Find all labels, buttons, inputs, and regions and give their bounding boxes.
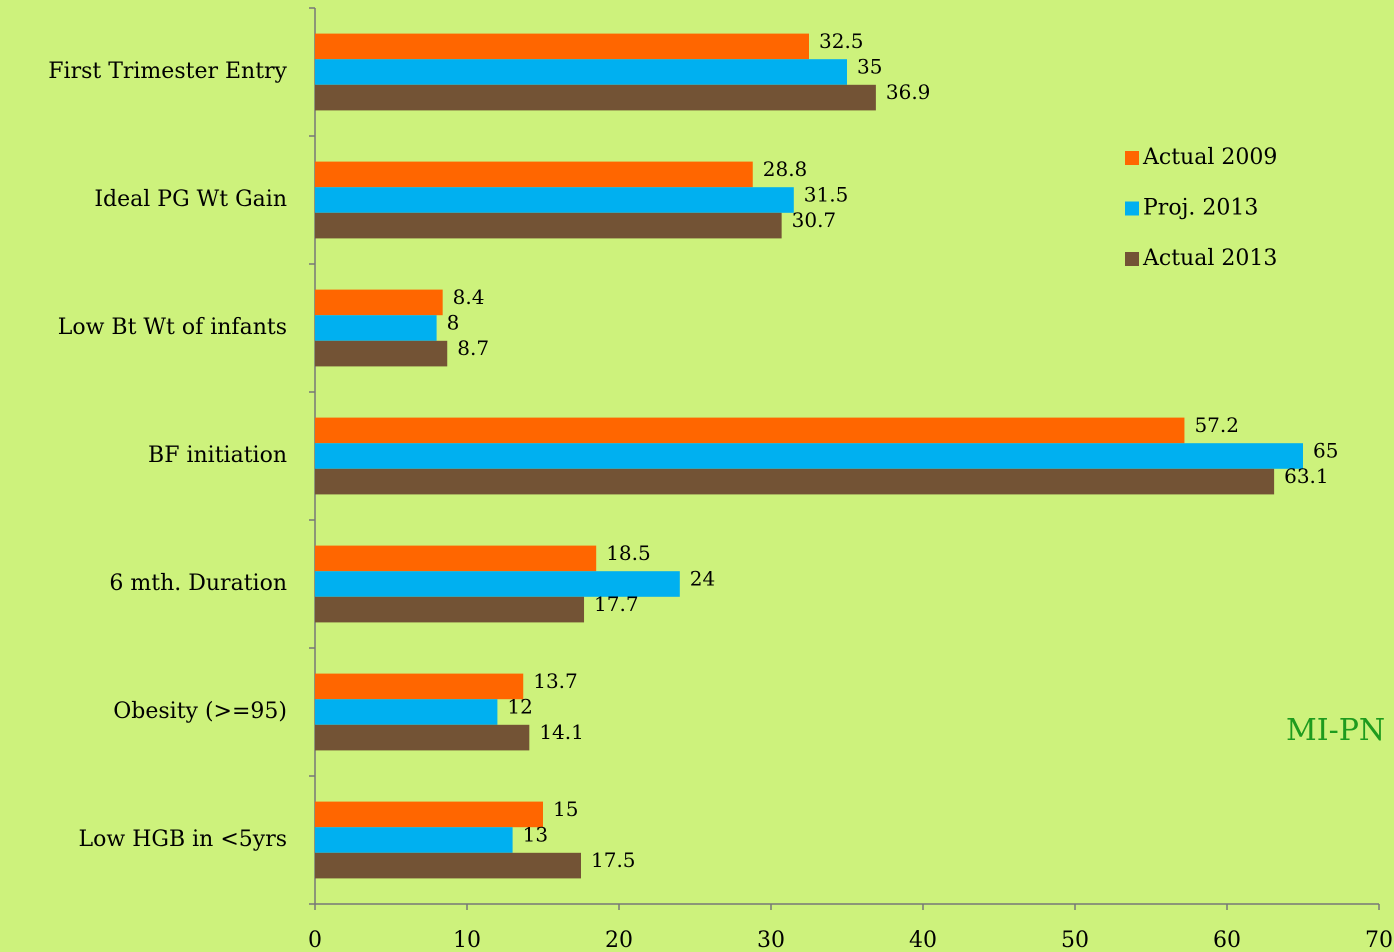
bar bbox=[315, 724, 530, 751]
bar bbox=[315, 315, 437, 341]
value-label: 32.5 bbox=[819, 29, 864, 53]
value-label: 36.9 bbox=[886, 80, 931, 104]
value-label: 30.7 bbox=[792, 208, 837, 232]
x-tick-label: 50 bbox=[1061, 928, 1089, 952]
legend-label: Actual 2013 bbox=[1142, 246, 1277, 271]
value-label: 13 bbox=[523, 823, 548, 847]
bar bbox=[315, 59, 847, 85]
legend-swatch bbox=[1125, 201, 1139, 216]
category-label: First Trimester Entry bbox=[48, 59, 287, 84]
category-label: BF initiation bbox=[148, 443, 287, 468]
bar bbox=[315, 417, 1185, 444]
bar bbox=[315, 289, 443, 316]
annotation: MI-PN bbox=[1286, 713, 1385, 748]
bar bbox=[315, 596, 585, 623]
legend-swatch bbox=[1125, 252, 1139, 266]
bar bbox=[315, 801, 543, 828]
value-label: 14.1 bbox=[539, 720, 584, 744]
value-label: 13.7 bbox=[533, 669, 578, 693]
value-label: 57.2 bbox=[1194, 413, 1239, 437]
bar bbox=[315, 161, 753, 188]
bar bbox=[315, 443, 1303, 469]
x-tick-label: 70 bbox=[1365, 928, 1393, 952]
bar bbox=[315, 852, 581, 879]
category-label: Obesity (>=95) bbox=[113, 699, 287, 724]
legend-label: Actual 2009 bbox=[1142, 145, 1277, 170]
legend-label: Proj. 2013 bbox=[1143, 196, 1258, 221]
value-label: 35 bbox=[857, 55, 882, 79]
category-label: Low HGB in <5yrs bbox=[79, 827, 287, 852]
value-label: 17.5 bbox=[591, 848, 636, 872]
value-label: 24 bbox=[690, 567, 715, 591]
category-label: Low Bt Wt of infants bbox=[58, 315, 287, 340]
bar bbox=[315, 827, 513, 853]
x-tick-label: 40 bbox=[909, 928, 937, 952]
x-tick-label: 20 bbox=[605, 928, 633, 952]
bar bbox=[315, 699, 498, 725]
bar bbox=[315, 212, 782, 239]
value-label: 8.7 bbox=[457, 336, 489, 360]
legend-swatch bbox=[1125, 151, 1139, 165]
value-label: 28.8 bbox=[763, 157, 808, 181]
category-label: Ideal PG Wt Gain bbox=[94, 187, 287, 212]
value-label: 18.5 bbox=[606, 541, 651, 565]
value-label: 8 bbox=[447, 311, 460, 335]
value-label: 63.1 bbox=[1284, 464, 1329, 488]
value-label: 31.5 bbox=[804, 183, 849, 207]
x-tick-label: 10 bbox=[453, 928, 481, 952]
x-tick-label: 30 bbox=[757, 928, 785, 952]
bar bbox=[315, 187, 794, 213]
bar bbox=[315, 84, 876, 111]
value-label: 8.4 bbox=[453, 285, 485, 309]
x-tick-label: 60 bbox=[1213, 928, 1241, 952]
bar bbox=[315, 468, 1275, 495]
value-label: 15 bbox=[553, 797, 578, 821]
bar bbox=[315, 340, 448, 367]
bar bbox=[315, 33, 809, 60]
value-label: 12 bbox=[507, 695, 532, 719]
bar bbox=[315, 571, 680, 597]
value-label: 17.7 bbox=[594, 592, 639, 616]
category-label: 6 mth. Duration bbox=[109, 571, 287, 596]
bar bbox=[315, 673, 524, 700]
x-tick-label: 0 bbox=[308, 928, 322, 952]
bar bbox=[315, 545, 597, 572]
value-label: 65 bbox=[1313, 439, 1338, 463]
